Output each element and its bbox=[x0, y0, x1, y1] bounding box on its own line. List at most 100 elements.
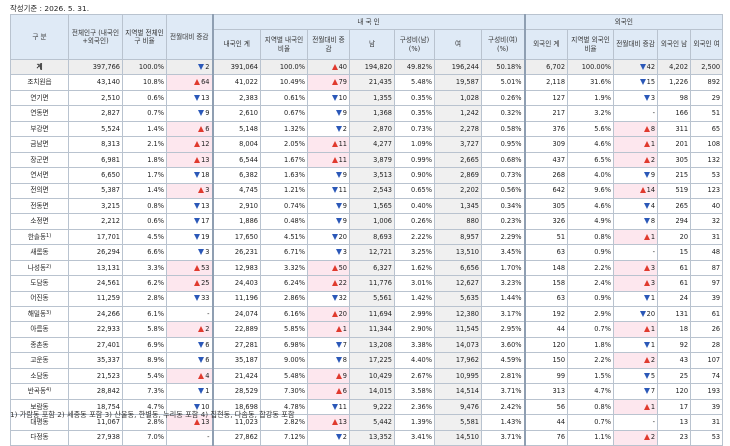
value-cell: 1.8% bbox=[567, 336, 615, 354]
change-cell: 2 bbox=[613, 429, 659, 446]
value-cell: 5.8% bbox=[122, 321, 167, 338]
increase-triangle-icon bbox=[335, 326, 342, 333]
increase-triangle-icon bbox=[331, 63, 338, 70]
change-cell: 6 bbox=[166, 336, 213, 354]
change-cell: 22 bbox=[307, 275, 350, 292]
change-cell: 9 bbox=[307, 367, 350, 385]
value-cell: 1.7% bbox=[122, 167, 167, 184]
value-cell: 51 bbox=[523, 228, 569, 246]
table-row: 해밀동3) 24,266 6.1% -24,074 6.16% 20 11,694 2.99%… bbox=[10, 305, 724, 323]
value-cell: 3,513 bbox=[349, 167, 395, 184]
value-cell: 5,387 bbox=[68, 182, 123, 199]
decrease-triangle-icon bbox=[335, 341, 342, 348]
value-cell: 0.48% bbox=[260, 213, 308, 230]
region-name: 다정동 bbox=[10, 429, 69, 446]
change-cell: 1 bbox=[166, 383, 213, 400]
change-cell: 2 bbox=[613, 352, 659, 369]
value-cell: 2.4% bbox=[567, 275, 615, 292]
value-cell: 3,727 bbox=[434, 136, 482, 153]
value-cell: 53 bbox=[690, 429, 724, 446]
region-name: 금남면 bbox=[10, 136, 69, 153]
decrease-triangle-icon bbox=[335, 171, 342, 178]
value-cell: 14,514 bbox=[434, 383, 482, 400]
table-row: 전의면 5,387 1.4% 3 4,745 1.21% 11 2,543 0.65% 2,202… bbox=[10, 182, 724, 199]
increase-triangle-icon bbox=[643, 233, 650, 240]
header-foreign-group: 외국인 bbox=[523, 14, 724, 30]
value-cell: 2,869 bbox=[434, 167, 482, 184]
value-cell: 26,294 bbox=[68, 244, 123, 261]
value-cell: 376 bbox=[523, 120, 569, 138]
value-cell: 1.5% bbox=[567, 367, 615, 385]
change-cell: 20 bbox=[307, 305, 350, 323]
value-cell: 6,702 bbox=[523, 58, 569, 76]
region-name: 고운동 bbox=[10, 352, 69, 369]
value-cell: 0.8% bbox=[567, 228, 615, 246]
value-cell: 3.23% bbox=[480, 275, 526, 292]
value-cell: 6.98% bbox=[260, 336, 308, 354]
value-cell: 21,523 bbox=[68, 367, 123, 385]
value-cell: 1,006 bbox=[349, 213, 395, 230]
value-cell: 17,701 bbox=[68, 228, 123, 246]
value-cell: 313 bbox=[523, 383, 569, 400]
value-cell: 326 bbox=[523, 213, 569, 230]
decrease-triangle-icon bbox=[643, 94, 650, 101]
region-name: 소정면 bbox=[10, 213, 69, 230]
value-cell: 1,028 bbox=[434, 89, 482, 107]
value-cell: 3.58% bbox=[394, 383, 435, 400]
table-row: 소정면 2,212 0.6% 17 1,886 0.48% 9 1,006 0.26% 880 0.… bbox=[10, 213, 724, 230]
table-row: 소담동 21,523 5.4% 4 21,424 5.48% 9 10,429 2.67% 10,… bbox=[10, 367, 724, 385]
value-cell: 2.9% bbox=[567, 305, 615, 323]
value-cell: 6,382 bbox=[211, 167, 261, 184]
change-cell: 2 bbox=[613, 151, 659, 169]
value-cell: 8,957 bbox=[434, 228, 482, 246]
value-cell: 642 bbox=[523, 182, 569, 199]
decrease-triangle-icon bbox=[643, 388, 650, 395]
value-cell: 26 bbox=[690, 321, 724, 338]
value-cell: 21,424 bbox=[211, 367, 261, 385]
change-cell: 40 bbox=[307, 58, 350, 76]
value-cell: 0.68% bbox=[480, 151, 526, 169]
value-cell: 0.58% bbox=[480, 120, 526, 138]
change-cell: 2 bbox=[166, 58, 213, 76]
value-cell: 2,510 bbox=[68, 89, 123, 107]
value-cell: 15 bbox=[657, 244, 692, 261]
change-cell: 1 bbox=[613, 321, 659, 338]
table-row: 부강면 5,524 1.4% 6 5,148 1.32% 2 2,870 0.73% 2,278 0… bbox=[10, 120, 724, 138]
value-cell: 2.22% bbox=[394, 228, 435, 246]
header-gubun: 구 분 bbox=[10, 14, 69, 60]
region-name: 나성동2) bbox=[10, 259, 69, 277]
value-cell: 98 bbox=[657, 89, 692, 107]
population-table: 구 분 전체인구 (내국인+외국인) 지역별 전체인구 비율 전월대비 증감 내… bbox=[10, 14, 724, 446]
value-cell: 14,510 bbox=[434, 429, 482, 446]
value-cell: 3,879 bbox=[349, 151, 395, 169]
value-cell: 0.74% bbox=[260, 197, 308, 215]
increase-triangle-icon bbox=[194, 79, 201, 86]
value-cell: 13,131 bbox=[68, 259, 123, 277]
value-cell: 29 bbox=[690, 89, 724, 107]
value-cell: 5,635 bbox=[434, 290, 482, 308]
value-cell: 17 bbox=[657, 398, 692, 416]
value-cell: 24 bbox=[657, 290, 692, 308]
value-cell: 6,544 bbox=[211, 151, 261, 169]
value-cell: 10,995 bbox=[434, 367, 482, 385]
value-cell: 108 bbox=[690, 136, 724, 153]
value-cell: 50.18% bbox=[480, 58, 526, 76]
increase-triangle-icon bbox=[194, 418, 201, 425]
value-cell: 268 bbox=[523, 167, 569, 184]
change-cell: 79 bbox=[307, 74, 350, 91]
value-cell: 53 bbox=[690, 167, 724, 184]
value-cell: 131 bbox=[657, 305, 692, 323]
change-cell: 13 bbox=[166, 414, 213, 431]
value-cell: 87 bbox=[690, 259, 724, 277]
change-cell: - bbox=[166, 429, 213, 446]
change-cell: 12 bbox=[166, 136, 213, 153]
value-cell: 0.8% bbox=[567, 398, 615, 416]
increase-triangle-icon bbox=[198, 125, 205, 132]
value-cell: 12,983 bbox=[211, 259, 261, 277]
value-cell: 1.09% bbox=[394, 136, 435, 153]
increase-triangle-icon bbox=[335, 388, 342, 395]
decrease-triangle-icon bbox=[639, 79, 646, 86]
decrease-triangle-icon bbox=[198, 249, 205, 256]
value-cell: 2,665 bbox=[434, 151, 482, 169]
increase-triangle-icon bbox=[643, 357, 650, 364]
